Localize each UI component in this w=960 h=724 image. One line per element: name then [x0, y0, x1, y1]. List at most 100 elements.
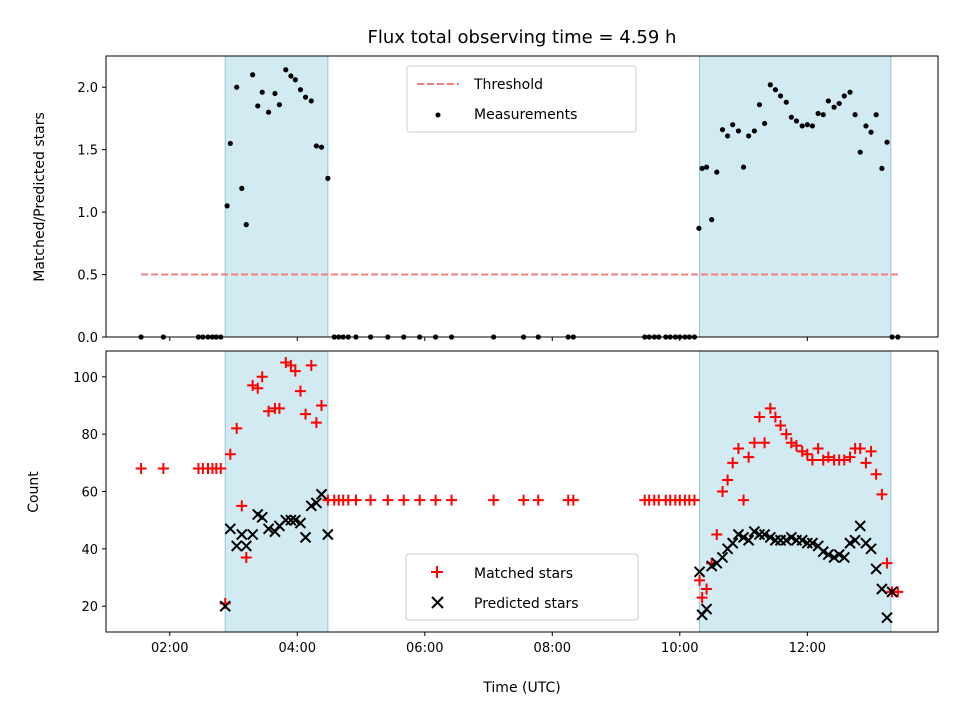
shaded-interval [224, 55, 329, 338]
predicted-star-point [262, 523, 275, 535]
measurement-point [799, 123, 805, 129]
matched-star-point [870, 468, 882, 480]
measurement-point [863, 123, 869, 129]
y-tick-label: 0.5 [77, 269, 98, 284]
measurement-point [250, 72, 256, 78]
matched-star-point [157, 463, 169, 475]
predicted-star-point [230, 540, 243, 552]
predicted-star-point [240, 540, 252, 552]
matched-star-point [780, 428, 792, 440]
shaded-interval [224, 350, 329, 633]
measurement-point [746, 133, 752, 139]
measurement-point [809, 123, 816, 129]
y-tick-label: 20 [81, 600, 98, 615]
measurement-point [761, 120, 768, 127]
predicted-star-point [849, 534, 861, 546]
shaded-interval [699, 350, 892, 633]
matched-star-point [711, 529, 723, 541]
measurement-point [227, 140, 233, 147]
measurement-point [255, 103, 261, 109]
matched-star-point [252, 382, 264, 394]
matched-star-point [382, 494, 394, 506]
measurement-point [224, 203, 230, 209]
y-tick-label: 60 [81, 486, 98, 501]
x-tick-label: 06:00 [406, 641, 443, 656]
predicted-star-point [700, 603, 713, 615]
predicted-star-point [753, 528, 766, 541]
predicted-star-point [838, 551, 850, 564]
measurement-point [302, 94, 309, 100]
matched-star-point [263, 405, 275, 417]
count-panel: 20 40 60 80 100 02:00 04:00 06:00 08:00 10:00 12:0… [73, 350, 939, 656]
matched-star-point [398, 494, 410, 506]
y-tick-label: 80 [81, 428, 98, 443]
legend-predicted-label: Predicted stars [474, 596, 579, 612]
measurement-point [756, 102, 763, 108]
predicted-star-point [294, 517, 307, 529]
legend-frame [405, 553, 639, 621]
matched-star-point [822, 451, 834, 463]
matched-star-point [759, 437, 771, 449]
measurement-point [847, 89, 853, 95]
predicted-star-point [886, 586, 898, 598]
y-tick-label: 100 [73, 371, 98, 386]
matched-star-point [289, 365, 301, 377]
matched-star-point [488, 494, 500, 506]
x-tick-label: 02:00 [151, 641, 188, 656]
measurement-point [815, 110, 821, 117]
predicted-star-point [876, 583, 888, 595]
matched-star-point [224, 448, 236, 460]
measurement-point [714, 169, 720, 175]
measurement-point [740, 164, 747, 170]
measurement-point [308, 98, 314, 104]
matched-star-point [135, 463, 147, 475]
matched-star-point [694, 574, 706, 586]
legend-ratio: Threshold Measurements [406, 65, 637, 133]
measurement-point [735, 128, 742, 134]
measurement-point [831, 104, 837, 110]
measurement-point [857, 149, 863, 155]
matched-star-point [844, 451, 856, 463]
matched-star-point [567, 494, 579, 506]
predicted-star-point [806, 537, 819, 549]
matched-star-point [790, 440, 802, 452]
measurement-point [696, 225, 702, 231]
measurement-point [879, 165, 885, 171]
predicted-star-point [742, 534, 755, 546]
measurement-point [825, 98, 831, 104]
predicted-star-point [310, 497, 323, 509]
measurement-point [276, 102, 283, 108]
matched-star-point [688, 494, 700, 506]
measurement-point [788, 114, 794, 120]
predicted-star-point [299, 531, 312, 544]
measurement-point [730, 122, 736, 128]
predicted-star-point [693, 566, 706, 578]
x-tick-label: 08:00 [534, 641, 571, 656]
predicted-star-point [769, 534, 782, 546]
axes-frame [105, 55, 939, 338]
y-tick-label: 1.5 [77, 144, 98, 159]
matched-star-point [775, 420, 787, 432]
predicted-star-point [865, 543, 877, 555]
matched-star-point [743, 451, 755, 463]
measurement-point [804, 122, 810, 128]
matched-star-point [801, 448, 813, 460]
matched-star-point [865, 445, 877, 457]
matched-star-point [365, 494, 377, 506]
matched-star-point [727, 457, 739, 469]
y-axis-label-count: Count [26, 471, 42, 513]
predicted-star-point [256, 511, 268, 524]
measurement-point [288, 73, 294, 79]
matched-star-point [240, 551, 252, 563]
measurement-point [836, 100, 842, 107]
measurement-point [719, 127, 726, 133]
chart-title: Flux total observing time = 4.59 h [368, 27, 677, 48]
predicted-star-point [716, 551, 729, 564]
y-tick-label: 0.0 [77, 331, 98, 346]
legend-measurements-swatch [435, 112, 441, 118]
matched-star-point [876, 488, 888, 500]
predicted-star-point [285, 514, 297, 526]
matched-star-point [300, 408, 312, 420]
legend-measurements-label: Measurements [474, 107, 577, 123]
